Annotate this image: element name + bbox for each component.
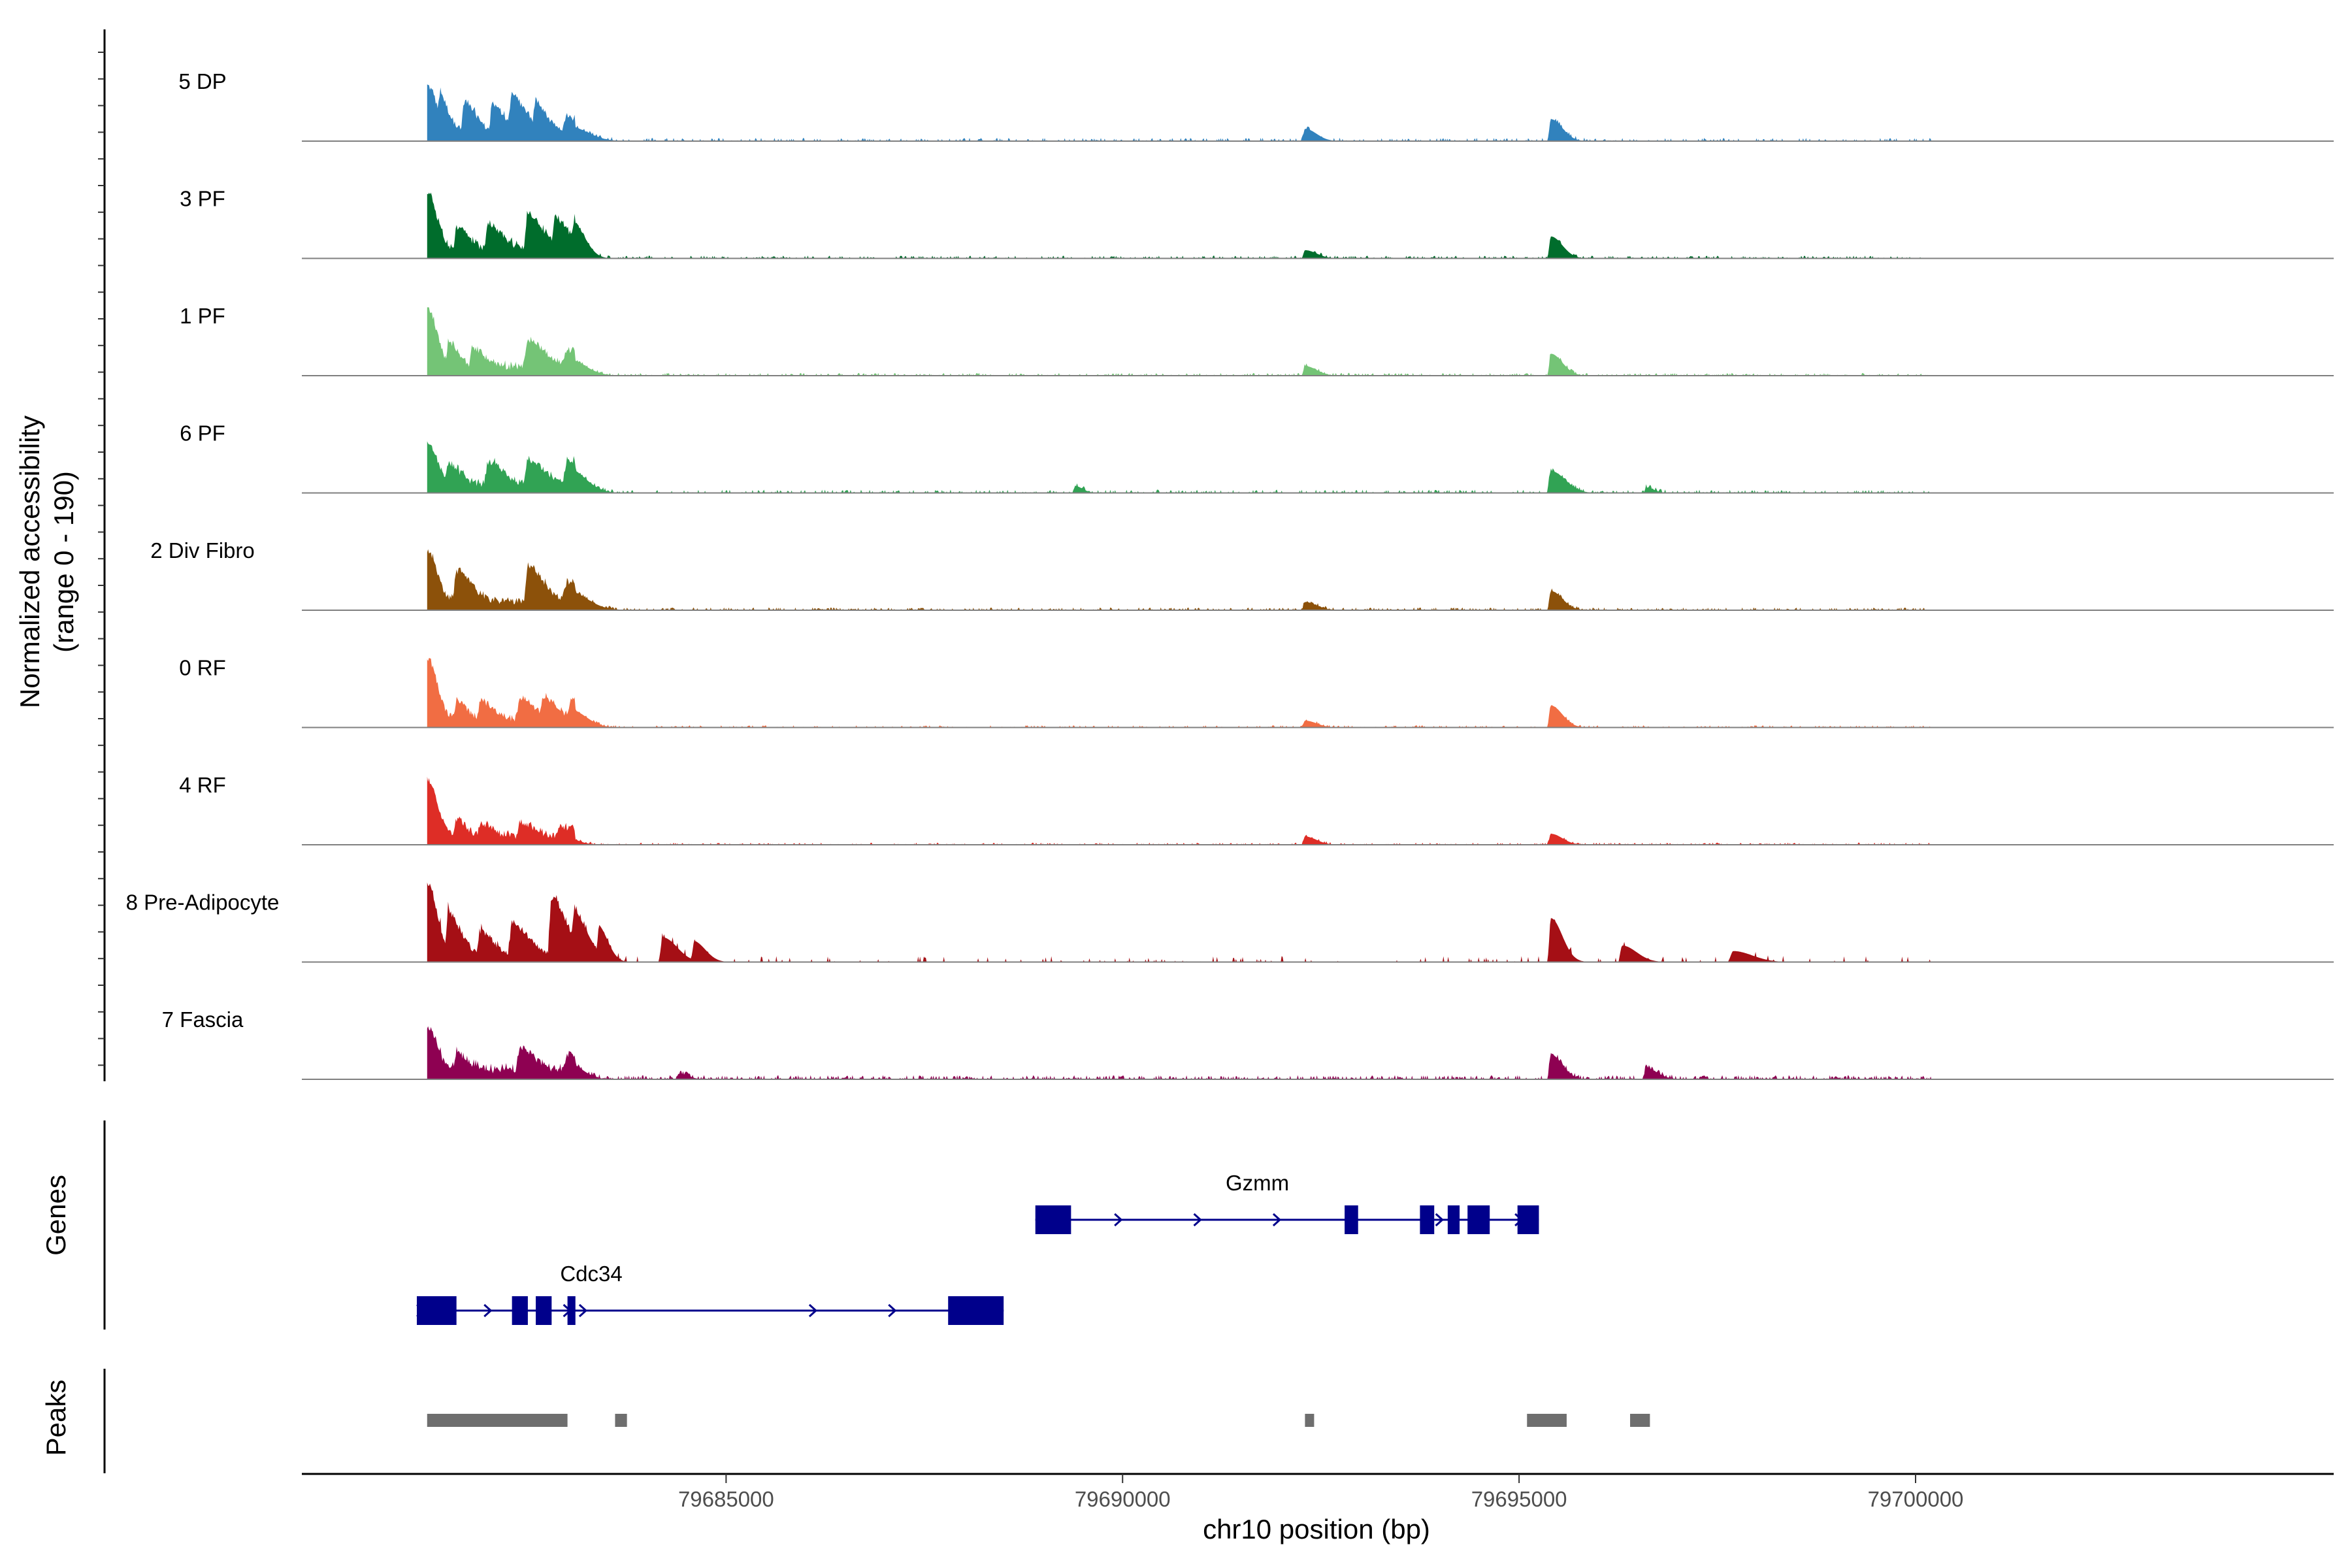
- track-label: 0 RF: [179, 656, 226, 680]
- peaks-panel-title: Peaks: [41, 1380, 71, 1456]
- genes-panel-title: Genes: [41, 1175, 71, 1256]
- track-8-pre-adipocyte: 8 Pre-Adipocyte: [126, 882, 2334, 963]
- gene-exon: [1447, 1205, 1460, 1234]
- peak-region: [1527, 1414, 1567, 1427]
- track-6-pf: 6 PF: [180, 421, 2334, 494]
- gene-exon: [416, 1296, 457, 1325]
- gene-gzmm: Gzmm: [1035, 1171, 1539, 1234]
- track-5-dp: 5 DP: [178, 69, 2334, 142]
- strand-arrow: [1114, 1213, 1123, 1227]
- gene-exon: [1517, 1205, 1539, 1234]
- coverage-area: [427, 192, 1932, 259]
- track-3-pf: 3 PF: [180, 187, 2334, 259]
- coverage-area: [427, 882, 1932, 962]
- track-4-rf: 4 RF: [179, 773, 2334, 845]
- strand-arrow: [888, 1303, 897, 1318]
- strand-arrow: [808, 1303, 818, 1318]
- coverage-area: [427, 84, 1932, 141]
- coverage-area: [427, 776, 1932, 845]
- x-tick-label: 79685000: [678, 1487, 774, 1511]
- gene-exon: [1035, 1205, 1071, 1234]
- track-label: 5 DP: [178, 69, 226, 93]
- gene-exon: [1345, 1205, 1358, 1234]
- tracks-layer: 5 DP 3 PF 1 PF 6 PF 2 Div Fibro 0 RF 4 RF 8 Pre…: [126, 69, 2334, 1080]
- gene-exon: [512, 1296, 528, 1325]
- peaks-layer: [427, 1414, 1650, 1427]
- y-axis-title-line2: (range 0 - 190): [48, 471, 79, 653]
- axes-layer: 79685000 79690000 79695000 79700000: [98, 29, 2334, 1511]
- track-2-div-fibro: 2 Div Fibro: [150, 538, 2334, 611]
- track-label: 2 Div Fibro: [150, 538, 255, 563]
- coverage-area: [427, 441, 1932, 493]
- strand-arrow: [578, 1303, 588, 1318]
- x-tick-label: 79690000: [1075, 1487, 1171, 1511]
- peak-region: [1305, 1414, 1315, 1427]
- gene-exon: [567, 1296, 576, 1325]
- gene-exon: [1467, 1205, 1490, 1234]
- track-label: 8 Pre-Adipocyte: [126, 890, 280, 915]
- track-label: 1 PF: [180, 304, 225, 328]
- gene-exon: [536, 1296, 552, 1325]
- track-label: 3 PF: [180, 187, 225, 211]
- gene-cdc34: Cdc34: [416, 1262, 1004, 1325]
- coverage-area: [427, 658, 1932, 728]
- x-tick-label: 79695000: [1471, 1487, 1567, 1511]
- coverage-area: [427, 549, 1932, 610]
- track-7-fascia: 7 Fascia: [162, 1007, 2334, 1080]
- strand-arrow: [483, 1303, 493, 1318]
- gene-exon: [948, 1296, 1004, 1325]
- coverage-area: [427, 1026, 1932, 1079]
- gene-label: Gzmm: [1226, 1171, 1289, 1195]
- track-label: 4 RF: [179, 773, 226, 797]
- genes-layer: Gzmm Cdc34: [416, 1171, 1539, 1325]
- track-0-rf: 0 RF: [179, 656, 2334, 728]
- x-axis-title: chr10 position (bp): [1203, 1514, 1430, 1544]
- gene-label: Cdc34: [560, 1262, 622, 1286]
- strand-arrow: [1272, 1213, 1282, 1227]
- peak-region: [427, 1414, 568, 1427]
- strand-arrow: [1435, 1213, 1444, 1227]
- peak-region: [615, 1414, 627, 1427]
- track-label: 7 Fascia: [162, 1007, 244, 1032]
- x-tick-label: 79700000: [1868, 1487, 1964, 1511]
- coverage-area: [427, 307, 1932, 376]
- track-1-pf: 1 PF: [180, 304, 2334, 376]
- track-label: 6 PF: [180, 421, 225, 446]
- strand-arrow: [1193, 1213, 1202, 1227]
- y-axis-title-line1: Normalized accessibility: [14, 416, 45, 708]
- gene-exon: [1420, 1205, 1435, 1234]
- peak-region: [1630, 1414, 1650, 1427]
